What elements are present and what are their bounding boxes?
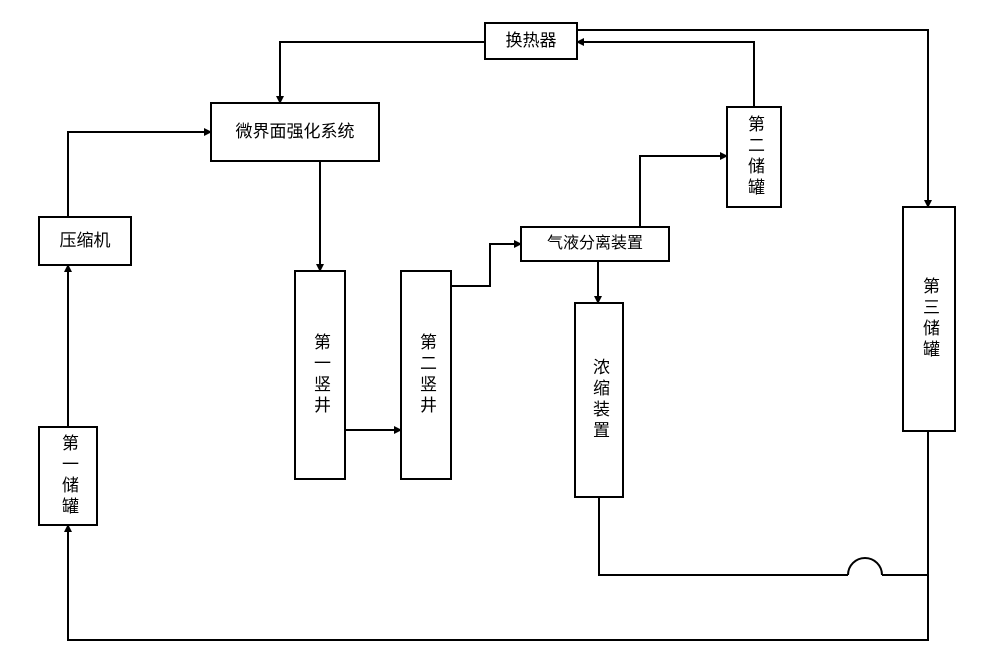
node-tank-3: 第三储罐 (902, 206, 956, 432)
label-gas-liquid-separator: 气液分离装置 (547, 234, 643, 255)
node-tank-1: 第一储罐 (38, 426, 98, 526)
edge-compressor-to-micro (68, 132, 210, 216)
label-concentrator: 浓缩装置 (588, 358, 610, 442)
edge-tank2-to-heat (578, 42, 754, 106)
node-concentrator: 浓缩装置 (574, 302, 624, 498)
label-compressor: 压缩机 (60, 230, 111, 252)
edge-cross-arc (848, 558, 882, 575)
node-well-1: 第一竖井 (294, 270, 346, 480)
node-well-2: 第二竖井 (400, 270, 452, 480)
node-heat-exchanger: 换热器 (484, 22, 578, 60)
node-gas-liquid-separator: 气液分离装置 (520, 226, 670, 262)
label-well-2: 第二竖井 (415, 333, 437, 417)
label-tank-3: 第三储罐 (918, 277, 940, 361)
edge-conc-to-tank3-cross (599, 498, 848, 575)
edge-sep-to-tank2 (640, 156, 726, 226)
label-micro-interface: 微界面强化系统 (236, 121, 355, 143)
edge-heat-to-micro (280, 42, 484, 102)
label-tank-1: 第一储罐 (57, 434, 79, 518)
flow-arrows (0, 0, 1000, 669)
label-well-1: 第一竖井 (309, 333, 331, 417)
node-tank-2: 第二储罐 (726, 106, 782, 208)
node-micro-interface-system: 微界面强化系统 (210, 102, 380, 162)
label-heat-exchanger: 换热器 (506, 30, 557, 52)
label-tank-2: 第二储罐 (743, 115, 765, 199)
node-compressor: 压缩机 (38, 216, 132, 266)
edge-tank3-to-tank1 (68, 432, 928, 640)
edge-well2-to-sep (452, 244, 520, 286)
